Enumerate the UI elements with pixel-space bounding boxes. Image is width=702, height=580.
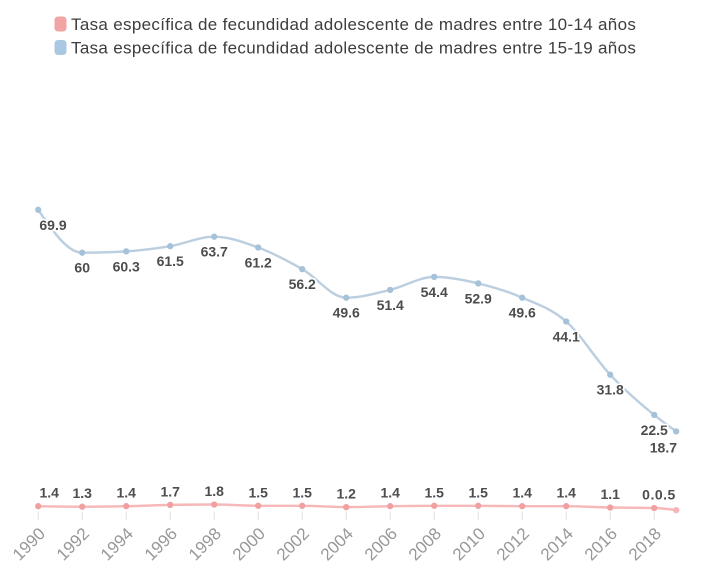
svg-text:56.2: 56.2 [289,276,316,292]
svg-text:51.4: 51.4 [377,297,404,313]
svg-text:1.5: 1.5 [248,484,268,500]
svg-text:2000: 2000 [229,524,269,564]
svg-text:2014: 2014 [537,524,577,564]
svg-text:Tasa específica de fecundidad: Tasa específica de fecundidad adolescent… [71,15,636,34]
svg-text:2018: 2018 [625,524,665,564]
svg-text:61.2: 61.2 [245,255,272,271]
svg-text:1.5: 1.5 [292,484,312,500]
svg-text:1.4: 1.4 [380,485,400,501]
svg-text:2010: 2010 [449,524,489,564]
svg-text:1994: 1994 [97,524,137,564]
svg-text:1.1: 1.1 [600,486,620,502]
svg-text:2008: 2008 [405,524,445,564]
svg-text:1996: 1996 [141,524,181,564]
svg-text:1.4: 1.4 [512,485,532,501]
svg-text:2016: 2016 [581,524,621,564]
svg-text:49.6: 49.6 [509,305,536,321]
svg-text:1.5: 1.5 [424,484,444,500]
svg-text:44.1: 44.1 [553,329,580,345]
svg-text:1.7: 1.7 [160,483,180,499]
svg-text:2006: 2006 [361,524,401,564]
svg-text:1990: 1990 [9,524,49,564]
svg-text:1.8: 1.8 [204,483,224,499]
svg-text:31.8: 31.8 [597,382,624,398]
svg-text:1998: 1998 [185,524,225,564]
svg-text:2002: 2002 [273,524,313,564]
svg-text:60: 60 [74,260,90,276]
svg-text:18.7: 18.7 [650,439,677,455]
svg-text:1.4: 1.4 [116,485,136,501]
svg-text:52.9: 52.9 [465,290,492,306]
svg-text:1.3: 1.3 [72,485,92,501]
svg-text:2012: 2012 [493,524,533,564]
svg-text:22.5: 22.5 [641,422,668,438]
svg-text:69.9: 69.9 [39,217,66,233]
svg-text:Tasa específica de fecundidad: Tasa específica de fecundidad adolescent… [71,38,636,57]
svg-text:49.6: 49.6 [333,305,360,321]
svg-text:63.7: 63.7 [201,244,228,260]
svg-text:1.5: 1.5 [468,484,488,500]
svg-text:1.4: 1.4 [39,485,59,501]
svg-text:1.4: 1.4 [556,485,576,501]
svg-text:2004: 2004 [317,524,357,564]
svg-text:61.5: 61.5 [157,253,184,269]
svg-text:1.2: 1.2 [336,486,356,502]
svg-text:1992: 1992 [53,524,93,564]
svg-text:54.4: 54.4 [421,284,448,300]
svg-text:0.0.5: 0.0.5 [642,487,676,503]
svg-text:60.3: 60.3 [113,258,140,274]
